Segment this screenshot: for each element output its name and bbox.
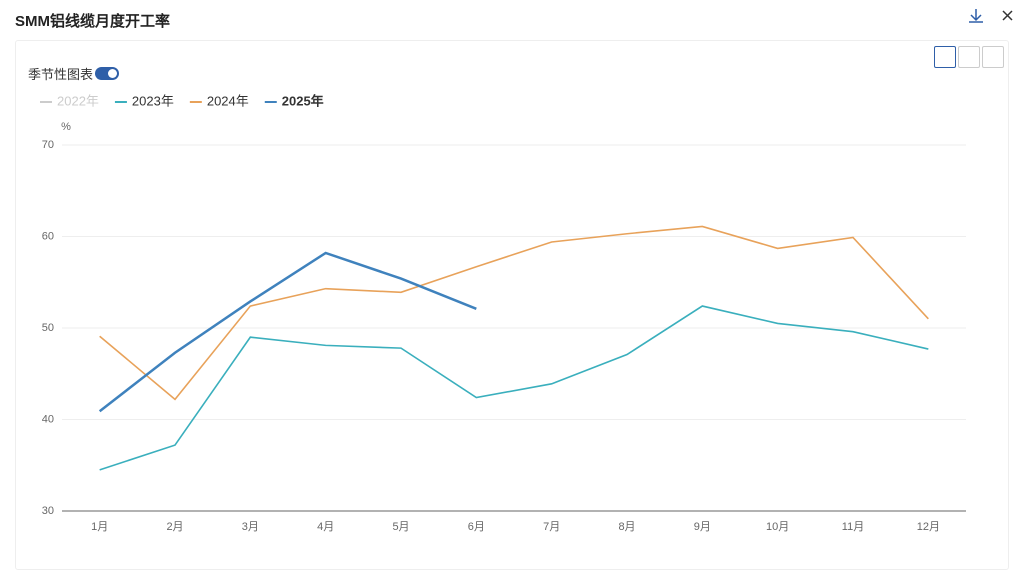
x-tick-label: 11月 [842, 521, 864, 533]
y-tick-label: 40 [42, 413, 54, 425]
x-tick-label: 1月 [91, 521, 108, 533]
legend-label: 2023年 [132, 93, 174, 108]
x-tick-label: 2月 [166, 521, 183, 533]
line-button[interactable] [934, 46, 956, 68]
legend-label: 2025年 [282, 93, 324, 108]
x-tick-label: 4月 [317, 521, 334, 533]
legend-label: 2024年 [207, 93, 249, 108]
legend-label: 2022年 [57, 93, 99, 108]
x-tick-label: 8月 [618, 521, 635, 533]
y-tick-label: 60 [42, 230, 54, 242]
x-tick-label: 3月 [242, 521, 259, 533]
bar-button[interactable] [958, 46, 980, 68]
y-axis-label: % [61, 121, 71, 133]
x-tick-label: 10月 [766, 521, 789, 533]
chart-type-buttons [932, 46, 1004, 68]
x-tick-label: 12月 [917, 521, 940, 533]
close-icon[interactable] [1002, 10, 1013, 21]
x-tick-label: 9月 [694, 521, 711, 533]
y-tick-label: 30 [42, 505, 54, 517]
series-line [99, 225, 929, 401]
seasonal-toggle[interactable]: 季节性图表 [28, 64, 120, 83]
series-line [99, 305, 929, 471]
area-button[interactable] [982, 46, 1004, 68]
download-icon[interactable] [969, 9, 983, 23]
y-tick-label: 70 [42, 139, 54, 151]
x-tick-label: 6月 [468, 521, 485, 533]
x-tick-label: 7月 [543, 521, 560, 533]
y-tick-label: 50 [42, 322, 54, 334]
title: SMM铝线缆月度开工率 [15, 13, 170, 30]
x-tick-label: 5月 [392, 521, 409, 533]
series-line [98, 251, 477, 413]
switch[interactable] [95, 67, 120, 80]
toggle-label: 季节性图表 [28, 67, 94, 82]
